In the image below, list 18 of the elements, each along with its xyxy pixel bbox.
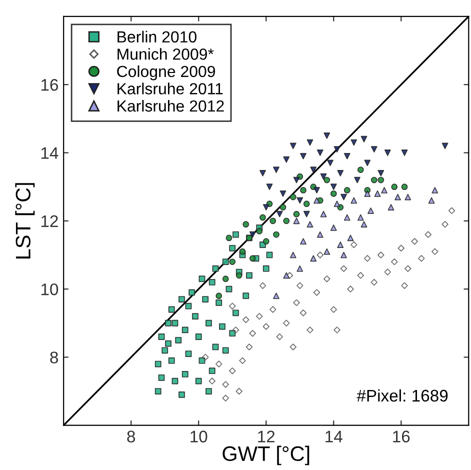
legend-label: Munich 2009* [118, 48, 214, 60]
x-tick-label: 10 [190, 430, 208, 442]
y-tick-label: 10 [41, 283, 58, 296]
x-tick-label: 8 [127, 430, 136, 442]
x-tick-label: 16 [393, 430, 410, 442]
y-tick-label: 14 [41, 147, 58, 159]
x-axis-title: GWT [°C] [222, 446, 310, 466]
y-tick-label: 8 [50, 352, 58, 364]
legend-label: Karlsruhe 2012 [118, 100, 224, 112]
x-tick-label: 14 [326, 430, 342, 442]
annotation: #Pixel: 1689 [356, 389, 448, 402]
y-tick-label: 12 [41, 215, 58, 227]
y-tick-label: 16 [41, 79, 58, 91]
legend-label: Berlin 2010 [118, 30, 196, 43]
y-axis-title: LST [°C] [15, 183, 35, 258]
legend-label: Karlsruhe 2011 [118, 82, 223, 94]
legend-label: Cologne 2009 [117, 65, 216, 80]
x-tick-label: 12 [258, 430, 275, 442]
